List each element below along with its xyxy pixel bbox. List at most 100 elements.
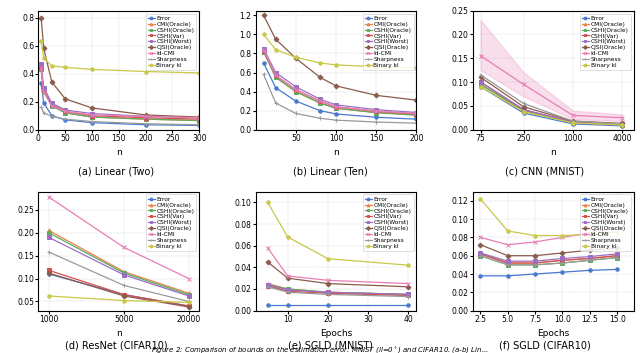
Id-CMI: [531, 240, 539, 244]
CMI(Oracle): [504, 261, 511, 265]
Error: [531, 272, 539, 276]
X-axis label: n: n: [116, 329, 122, 339]
Error: [264, 303, 271, 307]
CSHI(Var): [613, 253, 621, 258]
Binary kl: [61, 65, 69, 70]
CSHI(Oracle): [45, 231, 52, 235]
Sharpness: [45, 250, 52, 254]
Line: Sharpness: Sharpness: [39, 106, 201, 126]
Text: (a) Linear (Two): (a) Linear (Two): [78, 167, 154, 176]
Sharpness: [520, 101, 527, 106]
Line: Sharpness: Sharpness: [479, 254, 619, 267]
Line: Id-CMI: Id-CMI: [479, 54, 624, 119]
CJSI(Oracle): [618, 121, 626, 126]
Sharpness: [61, 117, 69, 121]
Line: Binary kl: Binary kl: [266, 201, 410, 267]
Error: [613, 267, 621, 271]
CMI(Oracle): [332, 106, 340, 110]
CSHI(Worst): [372, 108, 380, 112]
CSHI(Worst): [260, 47, 268, 51]
CSHI(Var): [477, 252, 484, 256]
CSHI(Var): [48, 102, 56, 107]
CSHI(Var): [413, 112, 420, 116]
CSHI(Var): [559, 258, 566, 262]
Line: CSHI(Oracle): CSHI(Oracle): [39, 68, 201, 122]
Binary kl: [292, 55, 300, 59]
CSHI(Worst): [185, 294, 193, 298]
CSHI(Var): [195, 117, 203, 121]
CSHI(Var): [569, 120, 577, 124]
Line: CMI(Oracle): CMI(Oracle): [47, 229, 191, 295]
Sharpness: [272, 101, 280, 105]
CMI(Oracle): [185, 291, 193, 295]
Sharpness: [372, 120, 380, 124]
CMI(Oracle): [260, 49, 268, 54]
Binary kl: [142, 70, 150, 74]
CSHI(Var): [586, 256, 594, 261]
CMI(Oracle): [264, 281, 271, 286]
CSHI(Var): [284, 289, 292, 293]
Binary kl: [504, 229, 511, 233]
CSHI(Worst): [88, 112, 96, 116]
Line: CMI(Oracle): CMI(Oracle): [39, 68, 201, 122]
Binary kl: [559, 233, 566, 238]
Line: CSHI(Oracle): CSHI(Oracle): [479, 83, 624, 127]
CSHI(Oracle): [586, 258, 594, 262]
Sharpness: [120, 283, 128, 288]
CSHI(Var): [88, 114, 96, 118]
CSHI(Worst): [559, 256, 566, 261]
CJSI(Oracle): [569, 119, 577, 123]
Line: Id-CMI: Id-CMI: [479, 227, 619, 246]
Error: [142, 122, 150, 127]
CSHI(Oracle): [40, 90, 47, 94]
CMI(Oracle): [324, 290, 332, 294]
CSHI(Oracle): [37, 67, 45, 72]
Id-CMI: [45, 195, 52, 199]
CMI(Oracle): [404, 292, 412, 297]
CSHI(Oracle): [324, 290, 332, 294]
Sharpness: [332, 118, 340, 122]
Id-CMI: [37, 66, 45, 70]
Binary kl: [37, 39, 45, 43]
Binary kl: [260, 32, 268, 36]
CJSI(Oracle): [324, 281, 332, 286]
CSHI(Oracle): [292, 89, 300, 94]
Id-CMI: [569, 113, 577, 118]
CSHI(Worst): [61, 108, 69, 112]
CSHI(Oracle): [613, 256, 621, 260]
CSHI(Var): [37, 66, 45, 70]
Error: [45, 272, 52, 276]
Id-CMI: [613, 226, 621, 230]
CJSI(Oracle): [332, 84, 340, 88]
Line: Sharpness: Sharpness: [47, 250, 191, 303]
CSHI(Oracle): [120, 271, 128, 275]
Error: [48, 114, 56, 118]
CJSI(Oracle): [586, 248, 594, 252]
Binary kl: [284, 235, 292, 239]
Line: CSHI(Oracle): CSHI(Oracle): [262, 50, 418, 117]
CSHI(Oracle): [61, 111, 69, 115]
Sharpness: [260, 72, 268, 77]
Error: [372, 115, 380, 119]
CSHI(Var): [520, 108, 527, 112]
CJSI(Oracle): [292, 56, 300, 60]
Text: Figure 2: Comparison of bounds on the estimation error: MNIST ($ll$=0$^\circ$) a: Figure 2: Comparison of bounds on the es…: [151, 344, 489, 353]
CSHI(Var): [324, 291, 332, 295]
Error: [260, 61, 268, 65]
Text: (c) CNN (MNIST): (c) CNN (MNIST): [506, 167, 584, 176]
Id-CMI: [520, 82, 527, 86]
X-axis label: n: n: [333, 148, 339, 157]
Line: Error: Error: [262, 61, 418, 121]
Legend: Error, CMI(Oracle), CSHI(Oracle), CSHI(Var), CSHI(Worst), CJSI(Oracle), Id-CMI, : Error, CMI(Oracle), CSHI(Oracle), CSHI(V…: [145, 195, 196, 251]
CSHI(Worst): [48, 101, 56, 105]
CJSI(Oracle): [613, 246, 621, 251]
CMI(Oracle): [40, 90, 47, 94]
Error: [586, 268, 594, 273]
Sharpness: [569, 119, 577, 123]
CMI(Oracle): [413, 113, 420, 117]
Id-CMI: [264, 246, 271, 250]
CMI(Oracle): [88, 115, 96, 119]
Error: [284, 303, 292, 307]
CSHI(Worst): [272, 70, 280, 74]
Id-CMI: [413, 111, 420, 115]
